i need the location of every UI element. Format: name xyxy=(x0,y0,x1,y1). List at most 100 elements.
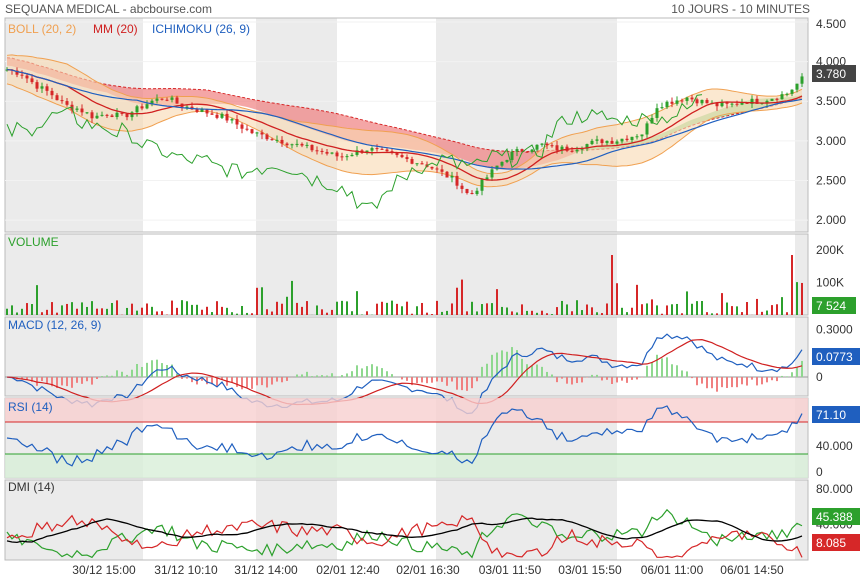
shade-2-1 xyxy=(436,234,617,315)
macd-hist-136 xyxy=(686,371,688,378)
chart-period: 10 JOURS - 10 MINUTES xyxy=(671,2,810,16)
volume-bar-42 xyxy=(216,301,218,315)
macd-hist-87 xyxy=(441,377,443,382)
candle-body-138 xyxy=(695,99,699,104)
candle-body-76 xyxy=(385,149,389,152)
candle-body-159 xyxy=(800,76,804,84)
volume-bar-108 xyxy=(546,313,548,315)
rsi-last-value: 71.10 xyxy=(816,408,846,422)
macd-hist-4 xyxy=(26,377,28,380)
volume-bar-143 xyxy=(721,293,723,315)
volume-bar-83 xyxy=(421,302,423,315)
macd-hist-65 xyxy=(331,373,333,378)
candle-body-74 xyxy=(375,148,379,150)
candle-body-117 xyxy=(590,140,594,145)
macd-hist-26 xyxy=(136,363,138,378)
candle-body-52 xyxy=(265,134,269,140)
macd-hist-84 xyxy=(426,377,428,384)
candle-body-119 xyxy=(600,139,604,144)
volume-bar-30 xyxy=(156,311,158,315)
candle-body-31 xyxy=(160,98,164,100)
macd-hist-95 xyxy=(481,366,483,378)
macd-hist-104 xyxy=(526,364,528,378)
volume-bar-119 xyxy=(601,313,603,315)
cloud-seg-91 xyxy=(462,143,467,161)
volume-bar-49 xyxy=(251,313,253,315)
macd-hist-47 xyxy=(241,377,243,390)
macd-hist-154 xyxy=(776,377,778,382)
macd-hist-152 xyxy=(766,377,768,383)
bollinger-lower xyxy=(6,83,803,188)
volume-bar-141 xyxy=(711,313,713,315)
macd-hist-52 xyxy=(266,377,268,388)
volume-bar-144 xyxy=(726,302,728,315)
macd-hist-158 xyxy=(796,367,798,378)
x-label-0: 30/12 15:00 xyxy=(72,563,136,577)
candle-body-14 xyxy=(75,108,79,110)
x-label-6: 03/01 15:50 xyxy=(558,563,622,577)
volume-bar-31 xyxy=(161,311,163,315)
cloud-seg-50 xyxy=(257,100,262,112)
macd-hist-93 xyxy=(471,377,473,389)
candle-body-139 xyxy=(700,99,704,104)
macd-hist-51 xyxy=(261,377,263,386)
volume-bar-5 xyxy=(31,304,33,315)
volume-bar-43 xyxy=(221,306,223,315)
volume-bar-100 xyxy=(506,307,508,315)
candle-body-68 xyxy=(345,156,349,158)
panel-frame-4 xyxy=(4,479,809,561)
candle-body-57 xyxy=(290,144,294,146)
volume-bar-72 xyxy=(366,311,368,315)
candle-body-54 xyxy=(275,139,279,141)
candle-body-21 xyxy=(110,115,114,118)
candle-body-65 xyxy=(330,152,334,154)
candle-body-148 xyxy=(745,102,749,104)
candle-body-48 xyxy=(245,128,249,130)
macd-hist-12 xyxy=(66,377,68,387)
macd-hist-96 xyxy=(486,363,488,378)
dmi-minus-value: 8.085 xyxy=(816,536,846,550)
candle-body-118 xyxy=(595,139,599,141)
macd-hist-24 xyxy=(126,374,128,378)
volume-bar-153 xyxy=(771,305,773,315)
candle-body-114 xyxy=(575,149,579,152)
macd-hist-76 xyxy=(386,371,388,378)
volume-bar-15 xyxy=(81,302,83,315)
volume-bar-53 xyxy=(271,311,273,315)
candle-body-136 xyxy=(685,97,689,101)
macd-last-value: 0.0773 xyxy=(816,350,853,364)
volume-bar-66 xyxy=(336,301,338,315)
macd-hist-157 xyxy=(791,372,793,378)
candle-body-16 xyxy=(85,112,89,114)
volume-bar-1 xyxy=(11,305,13,315)
macd-hist-138 xyxy=(696,377,698,386)
dmi-plus-value: 45.388 xyxy=(816,510,853,524)
rsi-line xyxy=(6,405,803,467)
macd-hist-159 xyxy=(801,360,803,378)
volume-bar-96 xyxy=(486,303,488,315)
candle-body-146 xyxy=(735,103,739,105)
volume-bar-56 xyxy=(286,296,288,315)
candle-body-83 xyxy=(420,163,424,165)
cloud-seg-97 xyxy=(492,150,497,170)
candle-body-122 xyxy=(615,141,619,144)
volume-bar-111 xyxy=(561,300,563,315)
volume-bar-90 xyxy=(456,287,458,315)
candle-body-142 xyxy=(715,102,719,107)
candle-body-45 xyxy=(230,119,234,121)
macd-hist-91 xyxy=(461,377,463,391)
macd-hist-133 xyxy=(671,364,673,378)
volume-tick-1: 200K xyxy=(816,243,844,257)
volume-bar-22 xyxy=(116,300,118,315)
volume-bar-41 xyxy=(211,312,213,315)
volume-bar-78 xyxy=(396,303,398,315)
candle-body-108 xyxy=(545,143,549,146)
macd-hist-148 xyxy=(746,377,748,386)
volume-bar-55 xyxy=(281,303,283,315)
macd-hist-107 xyxy=(541,366,543,378)
candle-body-104 xyxy=(525,151,529,153)
macd-hist-22 xyxy=(116,370,118,378)
